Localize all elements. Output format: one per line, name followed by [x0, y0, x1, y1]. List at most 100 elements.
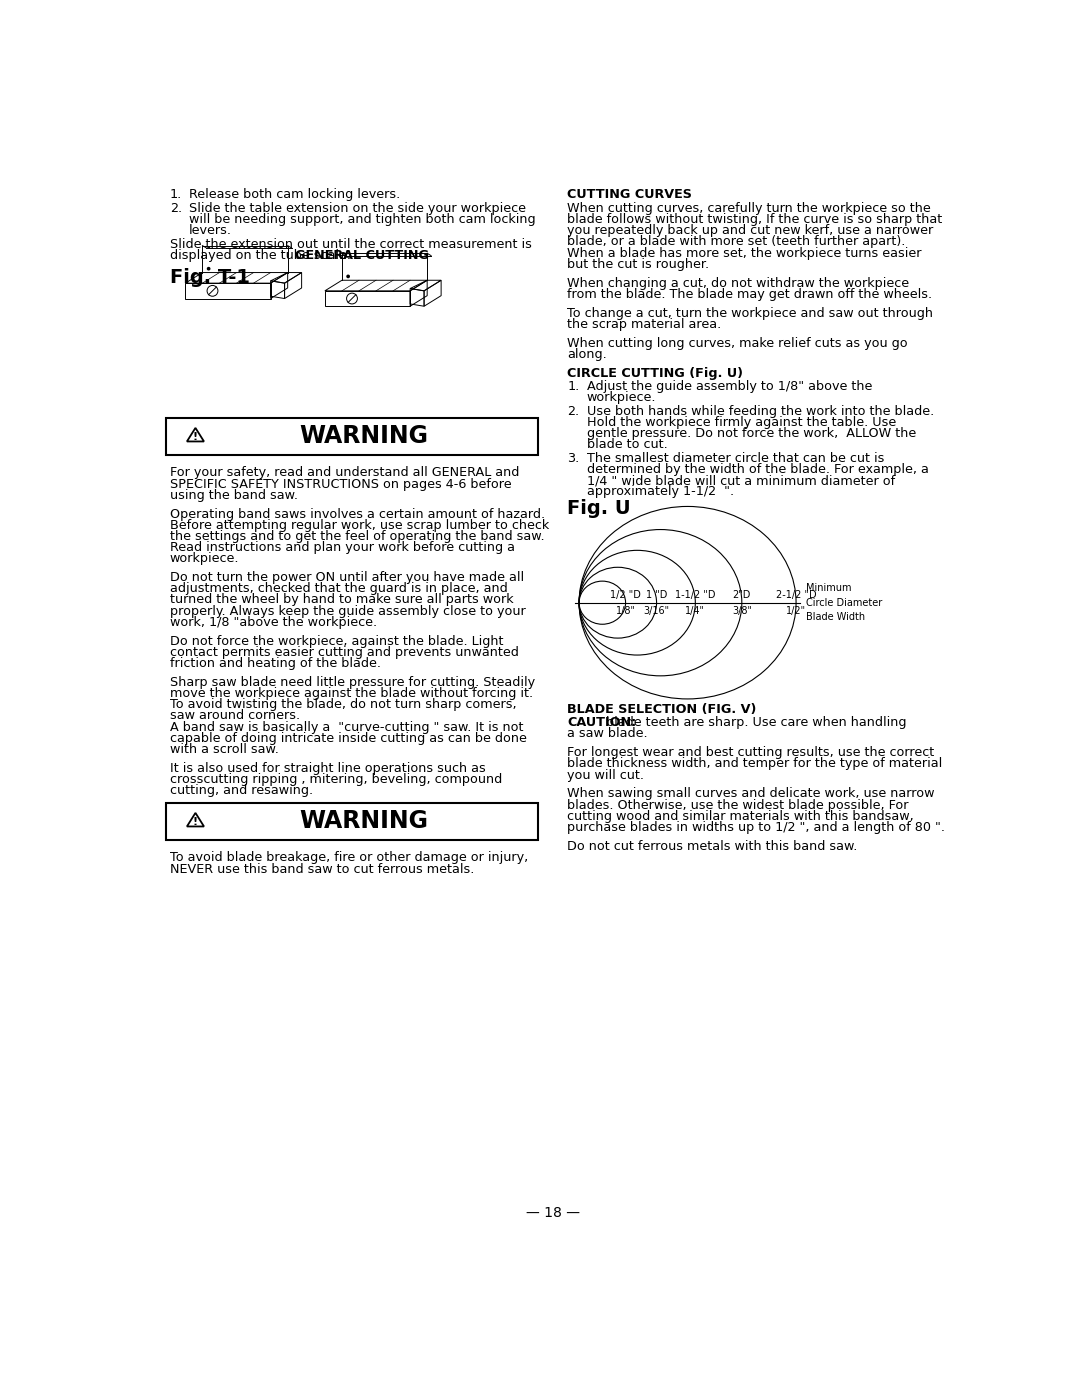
Text: move the workpiece against the blade without forcing it.: move the workpiece against the blade wit…: [170, 687, 534, 700]
Text: Do not force the workpiece, against the blade. Light: Do not force the workpiece, against the …: [170, 634, 503, 648]
Text: blade to cut.: blade to cut.: [586, 439, 667, 451]
Text: WARNING: WARNING: [299, 425, 428, 448]
Circle shape: [347, 275, 349, 278]
Text: 1/8": 1/8": [616, 606, 635, 616]
Text: When cutting long curves, make relief cuts as you go: When cutting long curves, make relief cu…: [567, 337, 908, 349]
Text: Fig. T-1: Fig. T-1: [170, 268, 249, 286]
Text: — 18 —: — 18 —: [527, 1206, 581, 1220]
Text: you will cut.: you will cut.: [567, 768, 645, 782]
Text: For longest wear and best cutting results, use the correct: For longest wear and best cutting result…: [567, 746, 934, 760]
Text: levers.: levers.: [189, 225, 232, 237]
Text: 2.: 2.: [170, 203, 183, 215]
Text: 2"D: 2"D: [732, 590, 751, 599]
Text: will be needing support, and tighten both cam locking: will be needing support, and tighten bot…: [189, 214, 536, 226]
Text: but the cut is rougher.: but the cut is rougher.: [567, 257, 710, 271]
Text: 1.: 1.: [567, 380, 580, 393]
Text: BLADE SELECTION (FIG. V): BLADE SELECTION (FIG. V): [567, 703, 757, 715]
Text: SPECIFIC SAFETY INSTRUCTIONS on pages 4-6 before: SPECIFIC SAFETY INSTRUCTIONS on pages 4-…: [170, 478, 512, 490]
Text: CAUTION:: CAUTION:: [567, 717, 637, 729]
Text: The smallest diameter circle that can be cut is: The smallest diameter circle that can be…: [586, 451, 885, 465]
Text: 3/8": 3/8": [732, 606, 752, 616]
Text: Operating band saws involves a certain amount of hazard.: Operating band saws involves a certain a…: [170, 507, 545, 521]
Text: blade teeth are sharp. Use care when handling: blade teeth are sharp. Use care when han…: [603, 717, 907, 729]
Text: with a scroll saw.: with a scroll saw.: [170, 743, 279, 756]
Text: crosscutting ripping , mitering, beveling, compound: crosscutting ripping , mitering, bevelin…: [170, 773, 502, 787]
Text: work, 1/8 "above the workpiece.: work, 1/8 "above the workpiece.: [170, 616, 377, 629]
Text: NEVER use this band saw to cut ferrous metals.: NEVER use this band saw to cut ferrous m…: [170, 862, 474, 876]
Text: Use both hands while feeding the work into the blade.: Use both hands while feeding the work in…: [586, 405, 934, 418]
Text: the scrap material area.: the scrap material area.: [567, 317, 721, 331]
Text: workpiece.: workpiece.: [170, 552, 240, 566]
Circle shape: [207, 268, 210, 270]
Text: CIRCLE CUTTING (Fig. U): CIRCLE CUTTING (Fig. U): [567, 366, 743, 380]
Text: Release both cam locking levers.: Release both cam locking levers.: [189, 189, 401, 201]
Text: To avoid blade breakage, fire or other damage or injury,: To avoid blade breakage, fire or other d…: [170, 851, 528, 865]
Text: properly. Always keep the guide assembly close to your: properly. Always keep the guide assembly…: [170, 605, 526, 617]
Text: GENERAL CUTTING: GENERAL CUTTING: [295, 249, 429, 261]
Text: cutting wood and similar materials with this bandsaw,: cutting wood and similar materials with …: [567, 810, 914, 823]
Text: determined by the width of the blade. For example, a: determined by the width of the blade. Fo…: [586, 462, 929, 476]
Text: Do not turn the power ON until after you have made all: Do not turn the power ON until after you…: [170, 571, 524, 584]
Text: saw around corners.: saw around corners.: [170, 710, 300, 722]
Text: When cutting curves, carefully turn the workpiece so the: When cutting curves, carefully turn the …: [567, 203, 931, 215]
Text: CUTTING CURVES: CUTTING CURVES: [567, 189, 692, 201]
Text: along.: along.: [567, 348, 607, 360]
Text: When sawing small curves and delicate work, use narrow: When sawing small curves and delicate wo…: [567, 788, 935, 800]
Text: To avoid twisting the blade, do not turn sharp comers,: To avoid twisting the blade, do not turn…: [170, 698, 516, 711]
Text: 1/2 "D: 1/2 "D: [610, 590, 642, 599]
Text: turned the wheel by hand to make sure all parts work: turned the wheel by hand to make sure al…: [170, 594, 513, 606]
Text: Slide the table extension on the side your workpiece: Slide the table extension on the side yo…: [189, 203, 526, 215]
Text: blade thickness width, and temper for the type of material: blade thickness width, and temper for th…: [567, 757, 943, 771]
Text: 1/4": 1/4": [686, 606, 705, 616]
Text: blades. Otherwise, use the widest blade possible, For: blades. Otherwise, use the widest blade …: [567, 799, 909, 812]
Text: adjustments, checked that the guard is in place, and: adjustments, checked that the guard is i…: [170, 583, 508, 595]
Text: a saw blade.: a saw blade.: [567, 728, 648, 740]
Text: 1.: 1.: [170, 189, 183, 201]
Text: 1-1/2 "D: 1-1/2 "D: [675, 590, 716, 599]
Text: blade, or a blade with more set (teeth further apart).: blade, or a blade with more set (teeth f…: [567, 236, 906, 249]
Text: !: !: [193, 817, 198, 827]
Text: friction and heating of the blade.: friction and heating of the blade.: [170, 657, 381, 671]
Text: Circle Diameter: Circle Diameter: [806, 598, 882, 608]
Text: 1/2": 1/2": [786, 606, 806, 616]
Text: For your safety, read and understand all GENERAL and: For your safety, read and understand all…: [170, 467, 519, 479]
Text: cutting, and resawing.: cutting, and resawing.: [170, 784, 313, 798]
Text: workpiece.: workpiece.: [586, 391, 657, 404]
Bar: [166, 418, 538, 455]
Text: Before attempting regular work, use scrap lumber to check: Before attempting regular work, use scra…: [170, 518, 549, 532]
Text: blade follows without twisting, If the curve is so sharp that: blade follows without twisting, If the c…: [567, 214, 943, 226]
Text: It is also used for straight line operations such as: It is also used for straight line operat…: [170, 761, 486, 775]
Bar: [166, 803, 538, 840]
Text: the settings and to get the feel of operating the band saw.: the settings and to get the feel of oper…: [170, 529, 544, 543]
Text: contact permits easier cutting and prevents unwanted: contact permits easier cutting and preve…: [170, 645, 518, 659]
Text: you repeatedly back up and cut new kerf, use a narrower: you repeatedly back up and cut new kerf,…: [567, 225, 934, 237]
Text: To change a cut, turn the workpiece and saw out through: To change a cut, turn the workpiece and …: [567, 306, 933, 320]
Text: Minimum: Minimum: [806, 584, 852, 594]
Text: 1 "D: 1 "D: [646, 590, 667, 599]
Text: 3/16": 3/16": [644, 606, 670, 616]
Text: Do not cut ferrous metals with this band saw.: Do not cut ferrous metals with this band…: [567, 840, 858, 852]
Text: gentle pressure. Do not force the work,  ALLOW the: gentle pressure. Do not force the work, …: [586, 427, 916, 440]
Text: approximately 1-1/2  ".: approximately 1-1/2 ".: [586, 485, 734, 499]
Text: purchase blades in widths up to 1/2 ", and a length of 80 ".: purchase blades in widths up to 1/2 ", a…: [567, 821, 945, 834]
Text: Slide the extension out until the correct measurement is: Slide the extension out until the correc…: [170, 237, 531, 250]
Text: from the blade. The blade may get drawn off the wheels.: from the blade. The blade may get drawn …: [567, 288, 932, 300]
Text: Adjust the guide assembly to 1/8" above the: Adjust the guide assembly to 1/8" above …: [586, 380, 873, 393]
Text: 1/4 " wide blade will cut a minimum diameter of: 1/4 " wide blade will cut a minimum diam…: [586, 474, 895, 488]
Text: WARNING: WARNING: [299, 809, 428, 834]
Text: using the band saw.: using the band saw.: [170, 489, 298, 502]
Text: Fig. U: Fig. U: [567, 499, 631, 518]
Text: Read instructions and plan your work before cutting a: Read instructions and plan your work bef…: [170, 541, 515, 555]
Text: When a blade has more set, the workpiece turns easier: When a blade has more set, the workpiece…: [567, 246, 922, 260]
Text: 3.: 3.: [567, 451, 580, 465]
Text: A band saw is basically a  "curve-cutting " saw. It is not: A band saw is basically a "curve-cutting…: [170, 721, 524, 733]
Text: Hold the workpiece firmly against the table. Use: Hold the workpiece firmly against the ta…: [586, 416, 896, 429]
Text: !: !: [193, 432, 198, 441]
Text: 2.: 2.: [567, 405, 580, 418]
Text: Sharp saw blade need little pressure for cutting. Steadily: Sharp saw blade need little pressure for…: [170, 676, 535, 689]
Text: 2-1/2 "D: 2-1/2 "D: [775, 590, 816, 599]
Text: When changing a cut, do not withdraw the workpiece: When changing a cut, do not withdraw the…: [567, 277, 909, 289]
Text: displayed on the tube scale.: displayed on the tube scale.: [170, 249, 359, 261]
Text: Blade Width: Blade Width: [806, 612, 865, 622]
Text: capable of doing intricate inside cutting as can be done: capable of doing intricate inside cuttin…: [170, 732, 527, 745]
